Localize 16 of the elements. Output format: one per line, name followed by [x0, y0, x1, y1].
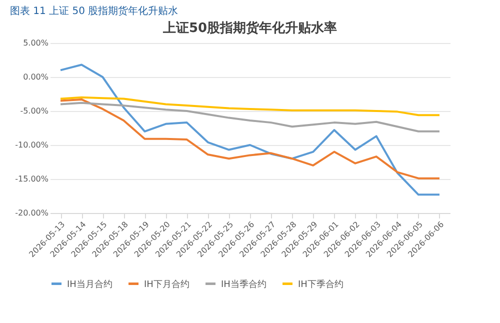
- line-series: [60, 96, 440, 116]
- legend-label: IH下季合约: [298, 278, 344, 290]
- y-tick-label: -10.00%: [15, 140, 49, 150]
- line-series: [60, 102, 440, 132]
- legend-label: IH当季合约: [221, 278, 266, 290]
- line-series: [60, 98, 440, 180]
- text: 图表 11 上证 50 股指期货年化升贴水: [10, 5, 178, 17]
- line-series: [60, 64, 440, 196]
- legend-label: IH下月合约: [144, 278, 190, 290]
- chart-title: 上证50股指期货年化升贴水率: [162, 20, 338, 36]
- y-tick-label: -5.00%: [20, 106, 49, 116]
- y-tick-label: 0.00%: [23, 72, 49, 82]
- legend-label: IH当月合约: [67, 278, 112, 290]
- y-tick-label: 5.00%: [23, 38, 49, 48]
- y-tick-label: -20.00%: [15, 208, 49, 218]
- y-tick-label: -15.00%: [15, 174, 49, 184]
